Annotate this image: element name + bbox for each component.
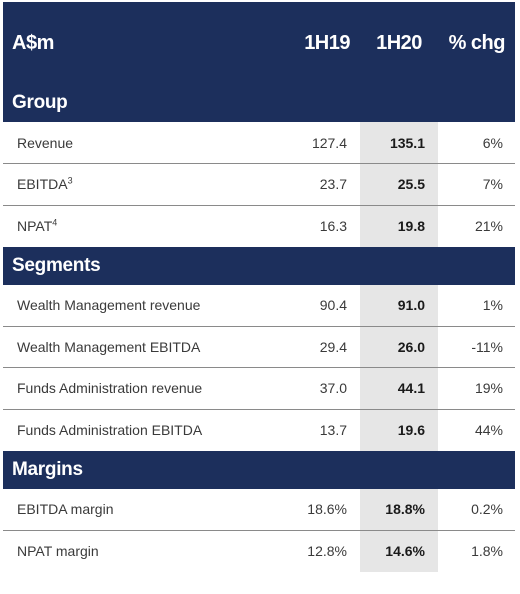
header-pct-chg: % chg — [448, 31, 506, 54]
table-row: Funds Administration revenue 37.0 44.1 1… — [3, 367, 515, 410]
table-row: NPAT margin 12.8% 14.6% 1.8% — [3, 530, 515, 572]
section-header-segments: Segments — [3, 246, 515, 285]
cell-pct-chg: 7% — [438, 163, 515, 206]
row-label: Wealth Management revenue — [3, 284, 272, 327]
table-row: Revenue 127.4 135.1 6% — [3, 122, 515, 164]
cell-pct-chg: 44% — [474, 422, 503, 438]
footnote-marker: 3 — [67, 175, 73, 186]
row-label: Funds Administration revenue — [3, 367, 272, 410]
cell-pct-chg: -11% — [438, 326, 515, 368]
header-currency-label: A$m — [12, 31, 54, 54]
cell-1h19: 90.4 — [272, 284, 360, 327]
footnote-marker: 4 — [52, 217, 58, 228]
row-label: NPAT margin — [17, 543, 99, 559]
cell-1h19: 12.8% — [307, 543, 347, 559]
cell-pct-chg: 19% — [438, 367, 515, 410]
row-label-text: EBITDA — [17, 176, 68, 193]
cell-1h19: 23.7 — [272, 163, 360, 206]
section-title-margins: Margins — [12, 458, 83, 480]
cell-1h20: 18.8% — [360, 488, 438, 531]
financial-summary-table-container: A$m 1H19 1H20 % chg Group Revenue 127.4 … — [3, 2, 515, 572]
row-label-text: NPAT — [17, 218, 53, 234]
cell-1h19: 13.7 — [319, 422, 347, 438]
cell-pct-chg: 1% — [438, 284, 515, 327]
financial-summary-table: A$m 1H19 1H20 % chg Group Revenue 127.4 … — [3, 2, 515, 572]
cell-1h19: 18.6% — [272, 488, 360, 531]
cell-1h20: 135.1 — [360, 122, 438, 164]
row-label: Wealth Management EBITDA — [3, 326, 272, 368]
cell-pct-chg: 6% — [438, 122, 515, 164]
row-label-text: Revenue — [17, 134, 74, 151]
cell-1h20: 44.1 — [360, 367, 438, 410]
cell-1h20: 19.8 — [360, 205, 438, 247]
row-label: EBITDA3 — [3, 163, 272, 206]
cell-1h20: 25.5 — [360, 163, 438, 206]
table-row: Wealth Management EBITDA 29.4 26.0 -11% — [3, 326, 515, 368]
cell-1h19: 29.4 — [272, 326, 360, 368]
header-1h19: 1H19 — [304, 31, 350, 54]
cell-1h20: 26.0 — [360, 326, 438, 368]
table-row: NPAT4 16.3 19.8 21% — [3, 205, 515, 247]
cell-pct-chg: 0.2% — [438, 488, 515, 531]
section-title-segments: Segments — [12, 254, 101, 276]
cell-1h20: 19.6 — [360, 409, 438, 451]
cell-pct-chg: 21% — [474, 218, 503, 234]
row-label: EBITDA margin — [3, 488, 272, 531]
table-row: EBITDA margin 18.6% 18.8% 0.2% — [3, 488, 515, 531]
cell-1h20: 14.6% — [360, 530, 438, 572]
row-label: Revenue — [3, 122, 272, 164]
cell-1h19: 16.3 — [319, 218, 347, 234]
header-1h20: 1H20 — [376, 31, 422, 54]
section-header-group: Group — [3, 84, 515, 122]
cell-1h19: 37.0 — [272, 367, 360, 410]
row-label: Funds Administration EBITDA — [17, 422, 203, 438]
cell-1h20: 91.0 — [360, 284, 438, 327]
cell-1h19: 127.4 — [272, 122, 360, 164]
cell-pct-chg: 1.8% — [471, 543, 503, 559]
table-row: Funds Administration EBITDA 13.7 19.6 44… — [3, 409, 515, 451]
table-row: EBITDA3 23.7 25.5 7% — [3, 163, 515, 206]
section-title-group: Group — [12, 92, 68, 113]
row-label: NPAT4 — [3, 205, 272, 247]
table-row: Wealth Management revenue 90.4 91.0 1% — [3, 284, 515, 327]
section-header-margins: Margins — [3, 450, 515, 489]
table-header-row: A$m 1H19 1H20 % chg — [3, 2, 515, 84]
